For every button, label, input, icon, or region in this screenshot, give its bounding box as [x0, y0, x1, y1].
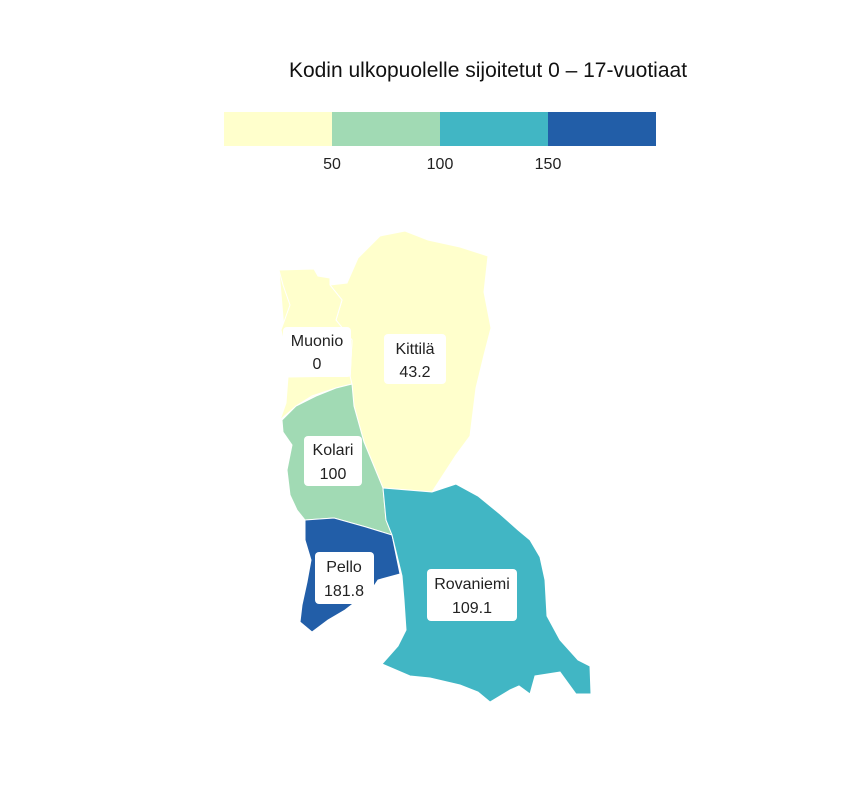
label-rovaniemi: Rovaniemi 109.1: [427, 569, 517, 621]
label-rovaniemi-name: Rovaniemi: [434, 576, 510, 593]
label-rovaniemi-value: 109.1: [452, 600, 492, 617]
legend-bin-1: [332, 112, 440, 146]
label-muonio-value: 0: [313, 356, 322, 373]
label-kolari-name: Kolari: [313, 442, 354, 459]
label-kolari-box: [304, 436, 362, 486]
label-rovaniemi-box: [427, 569, 517, 621]
label-kittila: Kittilä 43.2: [384, 334, 446, 384]
label-kolari: Kolari 100: [304, 436, 362, 486]
label-kolari-value: 100: [320, 466, 347, 483]
label-pello-value: 181.8: [324, 583, 364, 600]
legend-bin-3: [548, 112, 656, 146]
legend: 50 100 150: [224, 112, 656, 173]
legend-bin-2: [440, 112, 548, 146]
label-muonio: Muonio 0: [283, 327, 351, 377]
legend-bin-0: [224, 112, 332, 146]
label-muonio-name: Muonio: [291, 333, 344, 350]
label-kittila-name: Kittilä: [395, 341, 434, 358]
legend-tick-150: 150: [535, 156, 562, 173]
legend-tick-50: 50: [323, 156, 341, 173]
label-pello-name: Pello: [326, 559, 362, 576]
legend-tick-100: 100: [427, 156, 454, 173]
label-muonio-box: [283, 327, 351, 377]
label-kittila-value: 43.2: [399, 364, 430, 381]
map-title: Kodin ulkopuolelle sijoitetut 0 – 17-vuo…: [289, 59, 687, 82]
label-pello-box: [315, 552, 374, 604]
label-kittila-box: [384, 334, 446, 384]
label-pello: Pello 181.8: [315, 552, 374, 604]
